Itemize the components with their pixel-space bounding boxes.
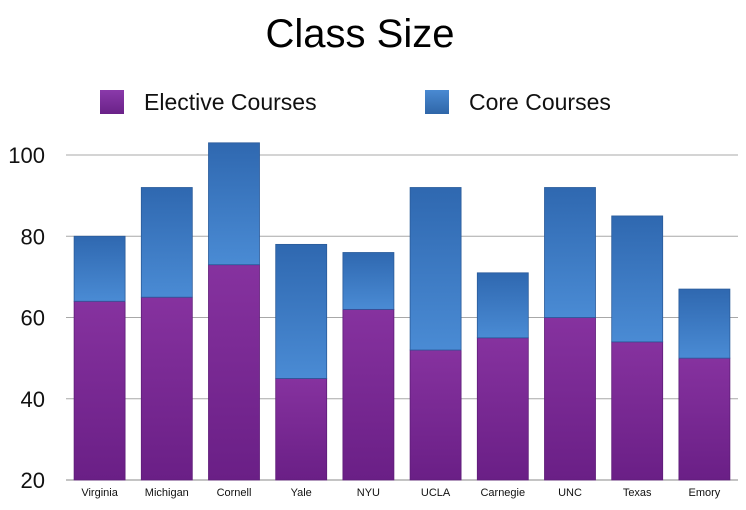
bar-core-emory	[678, 288, 731, 359]
x-tick-label: Texas	[623, 487, 652, 499]
y-tick-label: 100	[8, 143, 45, 168]
legend-item-core: Core Courses	[425, 88, 611, 116]
bar-core-virginia	[73, 235, 126, 302]
bar-core-ucla	[409, 187, 462, 351]
bar-core-michigan	[140, 187, 193, 298]
bar-core-nyu	[342, 252, 395, 310]
bar-elective-emory	[678, 357, 731, 481]
legend-label-core: Core Courses	[469, 88, 611, 115]
legend-label-elective: Elective Courses	[144, 88, 317, 115]
bar-core-carnegie	[476, 272, 529, 339]
bar-elective-nyu	[342, 308, 395, 481]
x-tick-label: UNC	[558, 487, 582, 499]
x-tick-label: Virginia	[81, 487, 118, 499]
x-tick-label: Carnegie	[480, 487, 525, 499]
bar-core-cornell	[208, 142, 260, 266]
bar-elective-ucla	[409, 349, 462, 481]
bar-elective-carnegie	[476, 337, 529, 481]
x-tick-label: UCLA	[421, 487, 451, 499]
bar-elective-texas	[611, 341, 664, 481]
legend-swatch-elective	[100, 90, 124, 114]
chart-title: Class Size	[265, 12, 455, 56]
y-tick-label: 20	[21, 468, 45, 493]
bar-elective-yale	[275, 378, 328, 481]
legend-item-elective: Elective Courses	[100, 88, 317, 116]
bar-elective-cornell	[208, 264, 260, 481]
legend-swatch-core	[425, 90, 449, 114]
y-tick-label: 40	[21, 387, 45, 412]
bar-elective-michigan	[140, 296, 193, 481]
y-tick-label: 60	[21, 306, 45, 331]
bar-core-texas	[611, 215, 664, 343]
bar-core-unc	[544, 187, 596, 318]
y-tick-label: 80	[21, 224, 45, 249]
x-tick-label: Cornell	[217, 487, 252, 499]
x-tick-label: Emory	[689, 487, 721, 499]
x-tick-label: Yale	[291, 487, 312, 499]
bar-elective-virginia	[73, 300, 126, 481]
bar-core-yale	[275, 243, 328, 379]
bar-elective-unc	[544, 317, 596, 481]
x-tick-label: Michigan	[145, 487, 189, 499]
x-tick-label: NYU	[357, 487, 380, 499]
